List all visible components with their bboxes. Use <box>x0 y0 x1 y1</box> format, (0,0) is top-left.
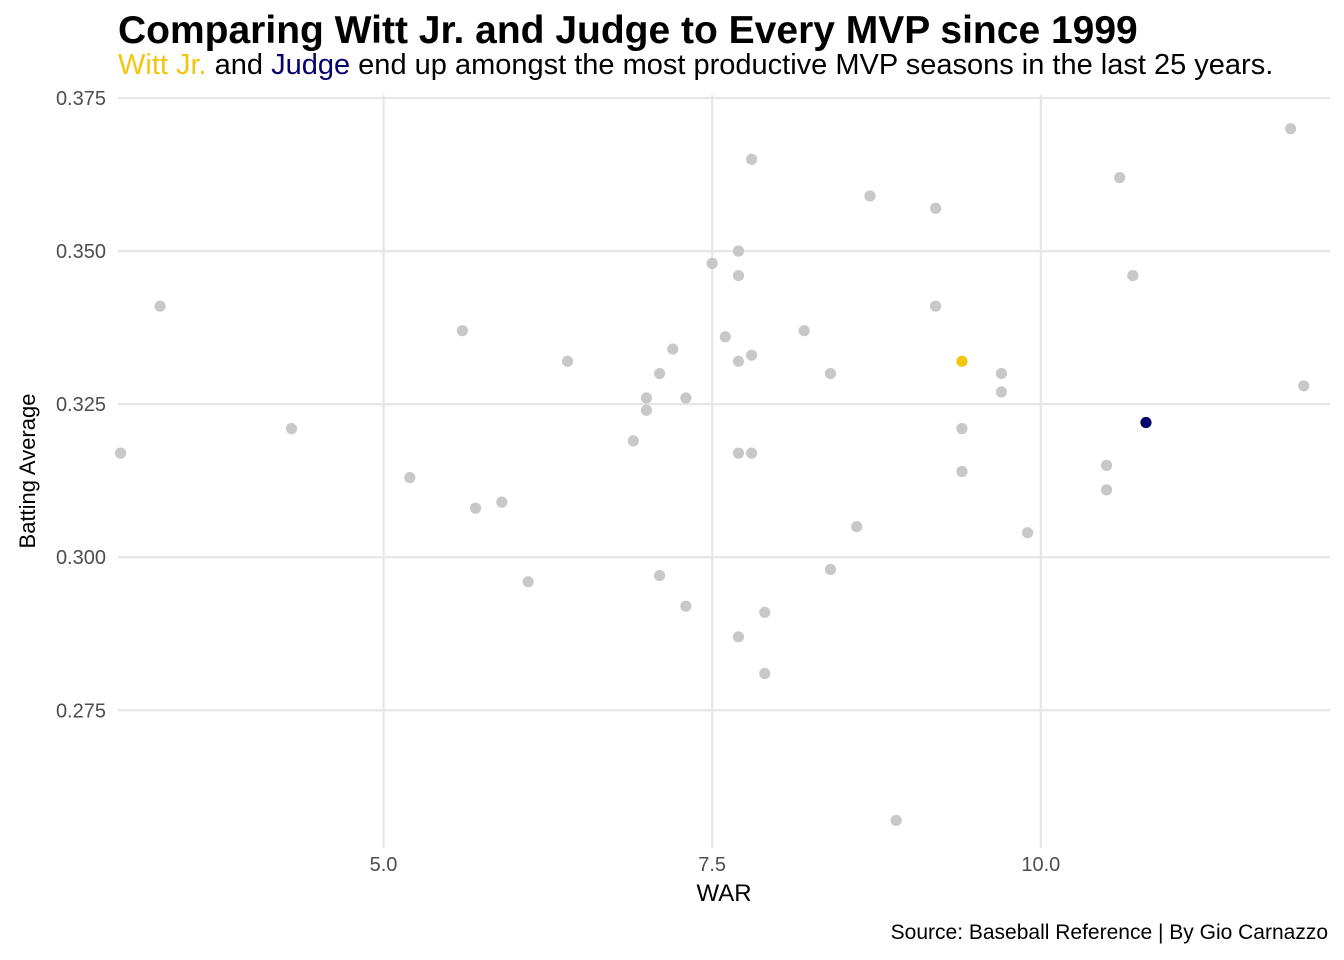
data-point-other-mvp <box>732 245 745 257</box>
data-point-other-mvp <box>404 472 416 484</box>
data-point-other-mvp <box>759 606 771 618</box>
data-point-witt <box>956 355 968 367</box>
y-tick-label: 0.325 <box>56 394 106 416</box>
data-point-other-mvp <box>746 349 758 361</box>
data-point-other-mvp <box>956 465 968 478</box>
data-point-other-mvp <box>956 423 968 435</box>
data-point-other-mvp <box>706 257 718 269</box>
x-tick-label: 5.0 <box>370 854 398 876</box>
data-point-other-mvp <box>456 325 469 337</box>
data-point-other-mvp <box>154 300 166 312</box>
axis-ticks: 5.0 7.5 10.0 0.275 0.300 0.325 0.350 0.375 <box>56 88 1060 876</box>
data-point-other-mvp <box>798 325 810 337</box>
data-point-other-mvp <box>1114 172 1126 184</box>
subtitle-witt-highlight: Witt Jr. <box>118 49 207 81</box>
data-point-other-mvp <box>627 435 639 447</box>
data-point-other-mvp <box>890 814 902 827</box>
y-axis-label: Batting Average <box>15 393 40 549</box>
data-point-other-mvp <box>851 520 863 533</box>
data-point-other-mvp <box>1284 123 1297 135</box>
data-point-other-mvp <box>1100 484 1113 496</box>
grid-lines <box>118 95 1330 848</box>
data-point-other-mvp <box>719 331 731 343</box>
x-axis-label: WAR <box>696 880 752 907</box>
data-point-other-mvp <box>496 496 508 508</box>
data-point-other-mvp <box>930 202 942 214</box>
x-tick-label: 10.0 <box>1021 854 1060 876</box>
data-point-other-mvp <box>285 423 298 435</box>
y-tick-label: 0.375 <box>56 88 106 110</box>
data-point-other-mvp <box>469 502 482 514</box>
data-point-other-mvp <box>640 404 653 416</box>
y-tick-label: 0.300 <box>56 547 106 569</box>
data-point-other-mvp <box>824 563 837 576</box>
data-point-other-mvp <box>1127 269 1139 282</box>
data-point-other-mvp <box>561 355 574 367</box>
chart-subtitle: Witt Jr. and Judge end up amongst the mo… <box>118 46 1318 84</box>
data-point-other-mvp <box>732 447 745 459</box>
data-point-other-mvp <box>732 269 745 282</box>
data-point-other-mvp <box>746 153 758 165</box>
data-point-other-mvp <box>640 392 653 404</box>
data-point-other-mvp <box>824 367 837 380</box>
data-point-other-mvp <box>653 367 666 380</box>
data-point-other-mvp <box>746 447 758 459</box>
data-points <box>115 123 1310 827</box>
data-point-other-mvp <box>680 392 692 404</box>
data-point-other-mvp <box>1022 527 1034 539</box>
data-point-other-mvp <box>115 447 127 459</box>
data-point-judge <box>1140 416 1152 429</box>
source-caption: Source: Baseball Reference | By Gio Carn… <box>890 921 1328 944</box>
data-point-other-mvp <box>667 343 679 355</box>
data-point-other-mvp <box>732 631 745 643</box>
data-point-other-mvp <box>995 367 1007 380</box>
subtitle-judge-highlight: Judge <box>271 49 351 81</box>
data-point-other-mvp <box>759 667 771 680</box>
y-tick-label: 0.275 <box>56 700 106 722</box>
data-point-other-mvp <box>522 576 534 588</box>
x-tick-label: 7.5 <box>698 854 726 876</box>
data-point-other-mvp <box>732 355 745 367</box>
data-point-other-mvp <box>1100 459 1113 471</box>
data-point-other-mvp <box>653 569 666 582</box>
subtitle-and: and <box>206 49 272 81</box>
data-point-other-mvp <box>1298 380 1310 392</box>
data-point-other-mvp <box>680 600 692 612</box>
data-point-other-mvp <box>864 190 876 202</box>
subtitle-rest: end up amongst the most productive MVP s… <box>350 49 1274 81</box>
data-point-other-mvp <box>995 386 1007 398</box>
data-point-other-mvp <box>930 300 942 312</box>
chart-title: Comparing Witt Jr. and Judge to Every MV… <box>118 9 1138 52</box>
y-tick-label: 0.350 <box>56 241 106 263</box>
